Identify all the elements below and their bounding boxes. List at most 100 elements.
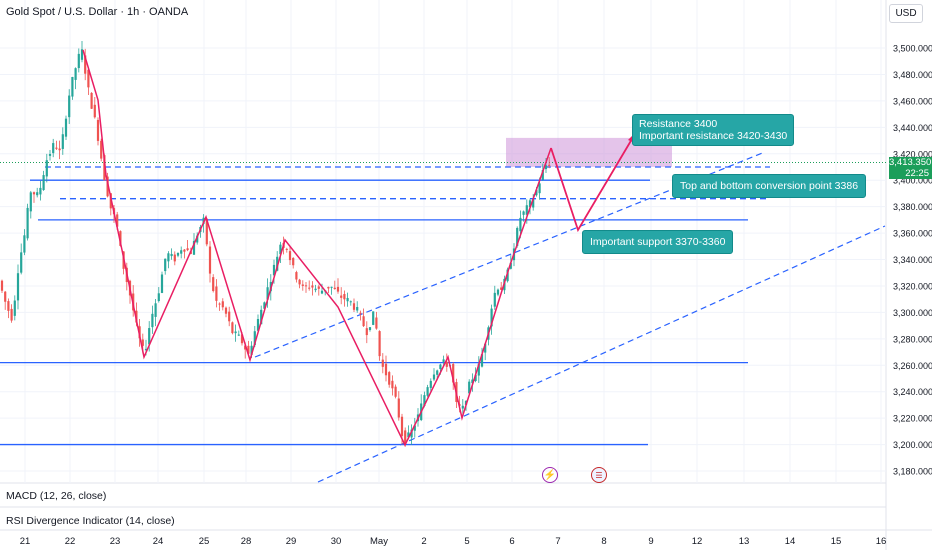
candle-up	[474, 374, 477, 382]
candle-down	[400, 416, 404, 436]
candle-up	[176, 253, 180, 256]
candle-down	[93, 104, 96, 118]
x-tick-label: 24	[153, 536, 164, 547]
candle-down	[58, 148, 61, 151]
candle-down	[231, 322, 234, 334]
candle-up	[496, 289, 500, 295]
y-tick-label: 3,180.000	[893, 467, 932, 477]
candle-down	[359, 312, 362, 314]
current-price: 3,413.350	[889, 157, 932, 168]
candle-up	[522, 211, 525, 215]
candle-up	[45, 160, 48, 177]
candle-up	[253, 331, 256, 346]
y-tick-label: 3,280.000	[893, 334, 932, 344]
candle-down	[7, 301, 10, 311]
candle-down	[333, 287, 336, 289]
y-tick-label: 3,440.000	[893, 123, 932, 133]
candle-up	[461, 405, 464, 409]
candle-down	[298, 279, 301, 285]
candle-up	[432, 374, 436, 380]
candle-down	[0, 280, 4, 291]
candle-up	[263, 302, 266, 309]
candle-down	[404, 430, 407, 444]
x-tick-label: 9	[648, 536, 653, 547]
us-flag-icon[interactable]: ☰	[591, 467, 607, 483]
y-tick-label: 3,200.000	[893, 440, 932, 450]
candle-up	[26, 207, 29, 239]
lightning-icon[interactable]: ⚡	[542, 467, 558, 483]
candle-up	[477, 363, 480, 376]
candle-up	[436, 370, 439, 375]
candle-down	[445, 361, 448, 367]
bar-countdown: 22:25	[905, 168, 929, 179]
candle-down	[10, 308, 13, 321]
candle-up	[250, 345, 253, 355]
candle-up	[439, 364, 442, 370]
candle-down	[397, 398, 400, 418]
candle-down	[141, 339, 144, 346]
candle-up	[74, 68, 77, 80]
x-tick-label: 23	[110, 536, 121, 547]
candle-up	[490, 308, 493, 327]
candle-down	[247, 345, 250, 354]
y-tick-label: 3,340.000	[893, 255, 932, 265]
candle-down	[221, 301, 224, 308]
candle-down	[173, 254, 176, 262]
y-tick-label: 3,380.000	[893, 202, 932, 212]
candle-up	[144, 348, 148, 351]
candle-down	[340, 295, 343, 298]
x-tick-label: 13	[739, 536, 750, 547]
candle-up	[442, 359, 445, 362]
currency-selector[interactable]: USD	[889, 4, 923, 23]
candle-up	[180, 250, 183, 254]
candle-up	[516, 227, 519, 246]
candle-up	[413, 425, 416, 431]
rising-trendline-lower	[317, 225, 886, 483]
support-callout[interactable]: Important support 3370-3360	[582, 230, 734, 254]
candle-down	[84, 55, 87, 74]
conversion-label: Top and bottom conversion point 3386	[680, 180, 859, 192]
y-tick-label: 3,240.000	[893, 387, 932, 397]
resistance-label: Resistance 3400	[639, 118, 718, 130]
candle-up	[509, 262, 512, 269]
support-label: Important support 3370-3360	[590, 236, 726, 248]
candle-up	[13, 300, 16, 316]
y-tick-label: 3,460.000	[893, 96, 932, 106]
resistance-callout[interactable]: Resistance 3400 Important resistance 342…	[632, 114, 795, 146]
rising-trendline-upper	[254, 151, 766, 358]
candle-down	[96, 119, 100, 141]
candle-down	[292, 257, 295, 266]
candle-down	[218, 303, 221, 305]
candle-up	[23, 235, 26, 253]
candle-up	[541, 170, 544, 180]
candle-up	[64, 118, 68, 137]
candle-down	[311, 285, 314, 288]
candle-up	[260, 309, 263, 325]
candle-up	[20, 252, 23, 273]
candle-down	[378, 331, 381, 357]
projection-path	[550, 138, 633, 233]
conversion-callout[interactable]: Top and bottom conversion point 3386	[672, 174, 867, 198]
candle-up	[52, 143, 55, 154]
x-tick-label: 7	[555, 536, 560, 547]
candle-down	[106, 176, 109, 197]
macd-label[interactable]: MACD (12, 26, close)	[6, 490, 107, 502]
candle-up	[346, 297, 349, 302]
candle-up	[29, 192, 32, 212]
candle-down	[87, 69, 90, 88]
candle-up	[471, 379, 474, 384]
candle-up	[157, 293, 160, 302]
candle-down	[183, 249, 186, 252]
candle-down	[240, 334, 244, 344]
candle-up	[170, 253, 173, 257]
candle-up	[16, 273, 20, 301]
candle-up	[372, 311, 375, 325]
candle-up	[276, 256, 279, 271]
candle-up	[39, 187, 42, 195]
candle-down	[32, 192, 36, 195]
x-tick-label: May	[370, 536, 388, 547]
candle-down	[215, 286, 218, 301]
candle-up	[493, 292, 496, 307]
rsi-label[interactable]: RSI Divergence Indicator (14, close)	[6, 515, 175, 527]
